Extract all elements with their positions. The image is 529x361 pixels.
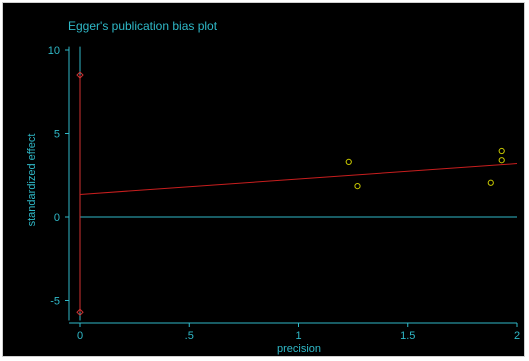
data-point	[487, 179, 494, 186]
data-point	[498, 147, 505, 155]
x-tick-label: 0	[77, 330, 83, 342]
y-tick-label: -5	[50, 296, 60, 308]
regression-line	[79, 163, 518, 195]
x-tick-label: 1	[295, 330, 301, 342]
data-point	[345, 158, 352, 165]
x-tick-label: 1.5	[400, 330, 415, 342]
y-axis-label: standardized effect	[26, 134, 38, 227]
ci-upper-marker	[76, 71, 84, 79]
chart-frame	[2, 2, 525, 357]
x-axis-label: precision	[277, 343, 321, 355]
chart-title: Egger's publication bias plot	[68, 19, 218, 33]
y-tick-label: 10	[48, 45, 60, 57]
x-tick-label: .5	[185, 330, 194, 342]
x-tick-label: 2	[514, 330, 520, 342]
data-point	[354, 183, 361, 190]
data-point	[498, 157, 505, 164]
y-tick-label: 5	[54, 129, 60, 141]
ci-lower-marker	[76, 308, 84, 316]
y-tick-label: 0	[54, 212, 60, 224]
axes: 10 5 0 -5 0 .5 1 1.5 2	[48, 45, 520, 342]
chart-marks	[76, 46, 518, 321]
